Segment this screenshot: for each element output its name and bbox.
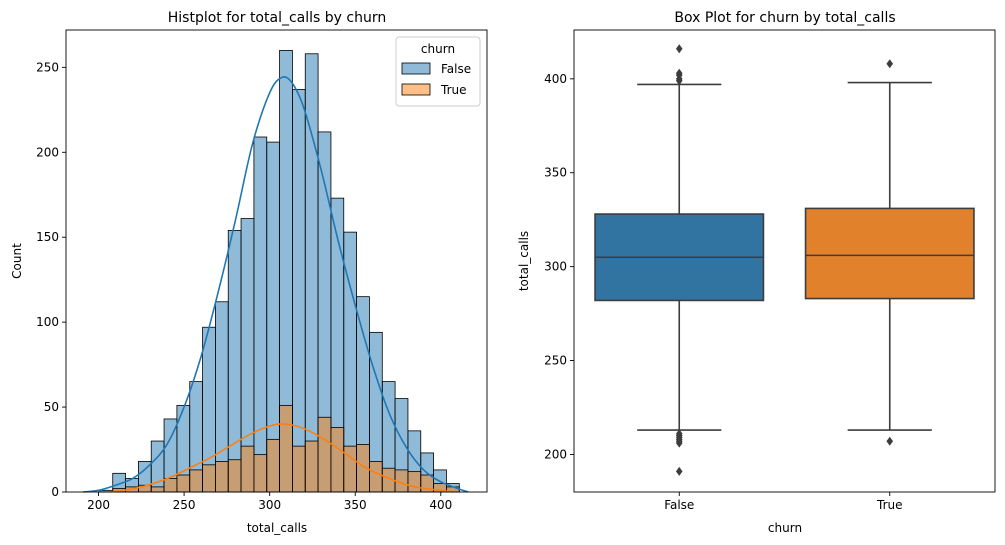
legend-label-true: True xyxy=(440,83,467,97)
box-outlier xyxy=(675,44,683,54)
histogram-y-tick-label: 50 xyxy=(44,400,59,414)
histogram-x-tick-label: 200 xyxy=(87,498,110,512)
histogram-bar-true xyxy=(176,474,191,493)
histogram-bar-true xyxy=(150,486,165,493)
histogram-bar-false xyxy=(253,136,268,493)
histogram-bar-true xyxy=(407,471,422,493)
box-outlier xyxy=(675,68,683,78)
histogram-y-tick-label: 0 xyxy=(51,485,59,499)
box-plot-x-axis-label: churn xyxy=(768,521,802,535)
box-group-false xyxy=(594,44,765,476)
histogram-x-tick-label: 350 xyxy=(344,498,367,512)
box-groups xyxy=(594,44,975,476)
histogram-bar-true xyxy=(369,461,383,493)
box-outlier xyxy=(886,436,894,446)
legend-label-false: False xyxy=(441,62,471,76)
box-plot-x-ticks: False True xyxy=(664,492,903,512)
box-group-true xyxy=(804,59,975,446)
histogram-bar-true xyxy=(240,445,255,493)
box-plot-frame xyxy=(573,29,996,493)
box-plot-y-axis-label: total_calls xyxy=(517,231,531,291)
histogram-bar-true xyxy=(202,464,216,493)
box-iqr xyxy=(804,207,975,300)
histogram-bars-true xyxy=(112,404,460,493)
legend: churn False True xyxy=(395,36,481,107)
kde-line-false xyxy=(83,76,469,493)
histogram-y-axis-label: Count xyxy=(10,243,24,279)
legend-swatch-false xyxy=(401,62,431,75)
histogram-x-tick-label: 400 xyxy=(429,498,452,512)
histogram-bar-true xyxy=(317,416,332,493)
box-outlier xyxy=(886,59,894,69)
histogram-bar-true xyxy=(279,404,293,493)
box-plot-y-tick-label: 200 xyxy=(544,447,567,461)
histogram-bar-true xyxy=(227,459,242,493)
histogram-bar-true xyxy=(189,469,203,493)
histogram-title: Histplot for total_calls by churn xyxy=(168,10,386,26)
histogram-bar-true xyxy=(214,461,229,493)
legend-swatch-true xyxy=(401,83,431,96)
histogram-panel: Histplot for total_calls by churn 200 250… xyxy=(10,10,488,535)
histogram-bar-true xyxy=(266,438,280,493)
histogram-y-tick-label: 200 xyxy=(36,145,59,159)
histogram-y-ticks: 0 50 100 150 200 250 xyxy=(36,60,66,499)
box-plot-y-tick-label: 250 xyxy=(544,354,567,368)
box-outlier xyxy=(675,466,683,476)
box-plot-y-tick-label: 400 xyxy=(544,72,567,86)
histogram-x-ticks: 200 250 300 350 400 xyxy=(87,492,452,512)
histogram-y-tick-label: 150 xyxy=(36,230,59,244)
histogram-bar-false xyxy=(292,89,306,493)
histogram-bar-true xyxy=(292,445,306,493)
histogram-frame xyxy=(65,29,488,493)
histogram-x-tick-label: 300 xyxy=(258,498,281,512)
histogram-bar-true xyxy=(330,427,345,493)
histogram-y-tick-label: 250 xyxy=(36,60,59,74)
box-plot-y-ticks: 200 250 300 350 400 xyxy=(544,72,574,461)
histogram-bar-true xyxy=(163,478,178,493)
kde-line-true xyxy=(110,423,453,493)
legend-title: churn xyxy=(421,42,455,56)
histogram-bar-true xyxy=(253,454,268,493)
histogram-x-tick-label: 250 xyxy=(173,498,196,512)
box-plot-x-tick-label: False xyxy=(664,498,694,512)
histogram-x-axis-label: total_calls xyxy=(247,521,307,535)
box-outlier xyxy=(675,429,683,439)
histogram-bars-false xyxy=(99,49,460,493)
box-plot-panel: Box Plot for churn by total_calls False T… xyxy=(517,10,996,535)
histogram-bar-false xyxy=(227,230,242,493)
histogram-bar-true xyxy=(304,440,319,493)
histogram-y-tick-label: 100 xyxy=(36,315,59,329)
box-plot-x-tick-label: True xyxy=(876,498,903,512)
box-plot-y-tick-label: 350 xyxy=(544,166,567,180)
box-plot-y-tick-label: 300 xyxy=(544,260,567,274)
box-plot-title: Box Plot for churn by total_calls xyxy=(674,10,895,26)
